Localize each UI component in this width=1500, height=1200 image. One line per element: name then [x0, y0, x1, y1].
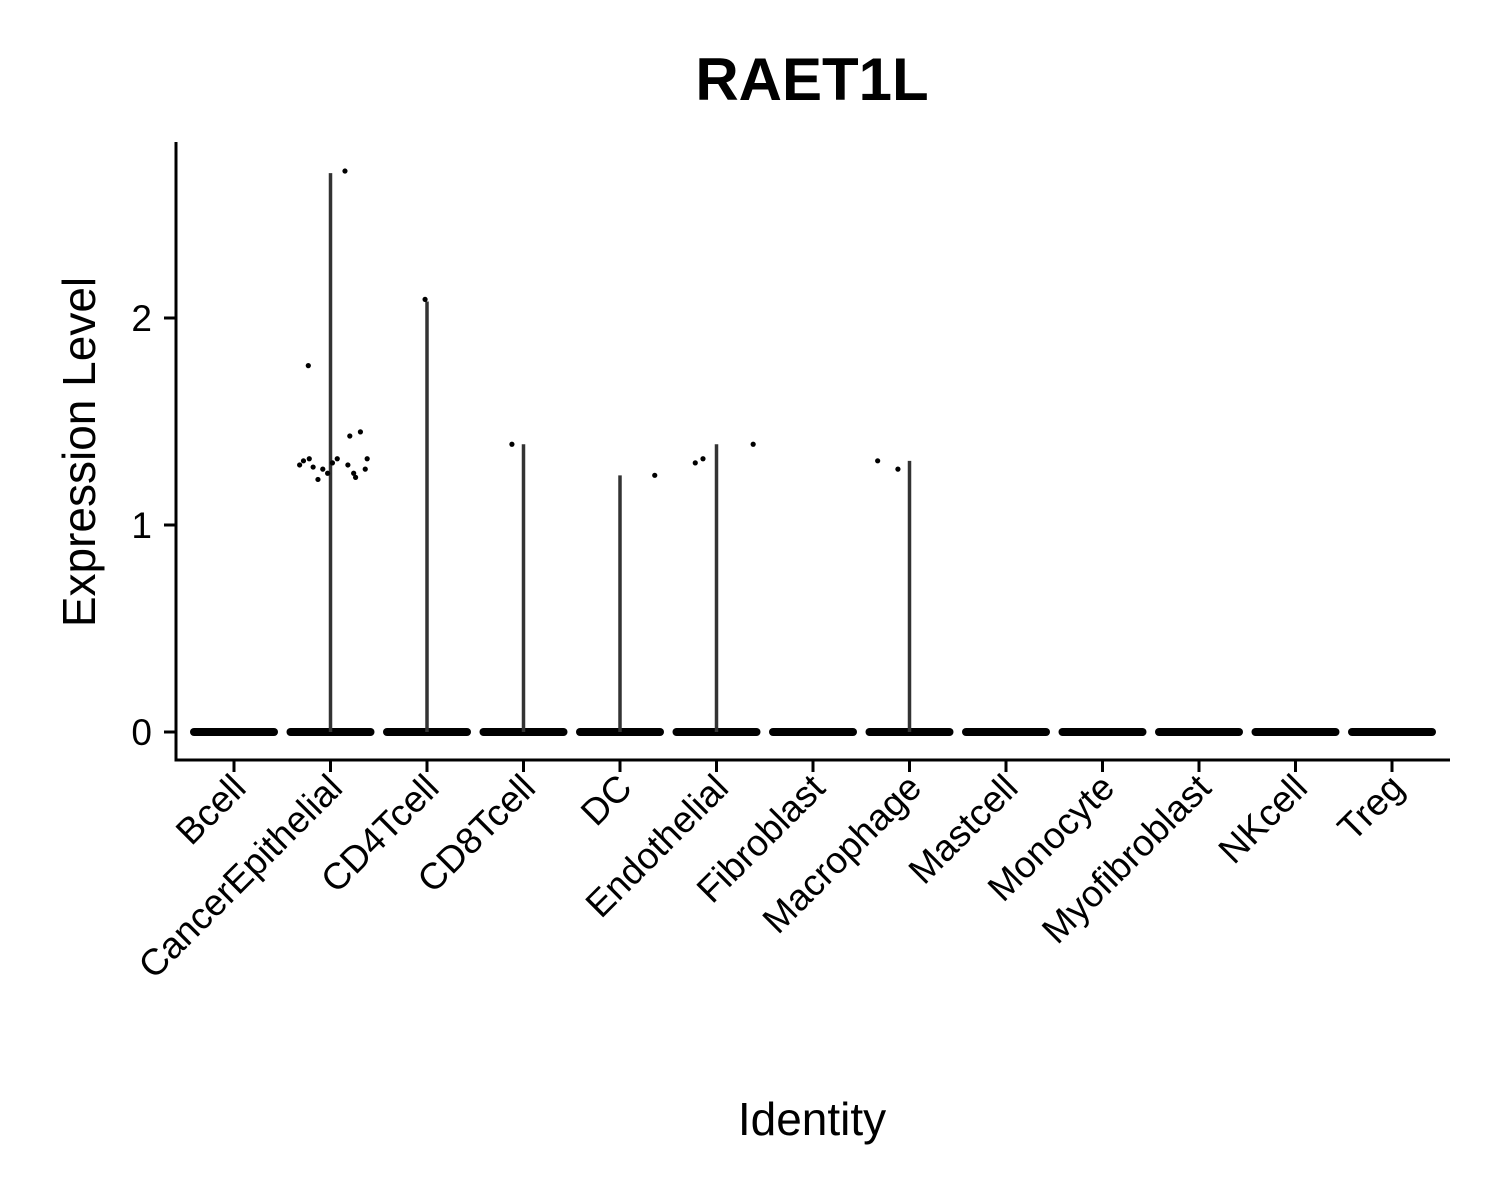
data-point: [320, 466, 326, 472]
data-point: [509, 441, 515, 447]
data-point: [345, 462, 351, 468]
data-point: [306, 456, 312, 462]
data-point: [351, 470, 357, 476]
x-tick-label: Myofibroblast: [1034, 766, 1219, 951]
data-point: [700, 456, 706, 462]
x-axis-title: Identity: [738, 1093, 886, 1145]
data-point: [352, 474, 359, 480]
data-point: [692, 460, 698, 466]
x-tick-label: Bcell: [168, 767, 254, 853]
data-point: [310, 464, 316, 470]
data-point: [342, 168, 348, 174]
y-tick-label: 1: [131, 505, 152, 546]
data-point: [895, 466, 901, 472]
data-point: [422, 296, 428, 302]
data-point: [364, 456, 370, 462]
violin-base-treg: [1348, 728, 1436, 736]
data-point: [300, 458, 307, 464]
data-point: [334, 456, 340, 462]
chart-title: RAET1L: [695, 46, 928, 113]
violin-base-fibroblast: [769, 728, 857, 736]
data-point: [347, 433, 353, 439]
violin-base-bcell: [190, 728, 278, 736]
violin-base-mastcell: [962, 728, 1050, 736]
data-point: [357, 429, 364, 435]
x-tick-label: NKcell: [1211, 767, 1316, 872]
y-tick-label: 0: [131, 712, 152, 753]
data-point: [652, 472, 658, 478]
data-point: [750, 441, 756, 447]
violin-base-myofibroblast: [1155, 728, 1243, 736]
x-tick-label: DC: [573, 767, 640, 834]
data-point: [362, 466, 368, 472]
y-tick-label: 2: [131, 298, 152, 339]
plot-area: [190, 168, 1436, 736]
data-point: [315, 476, 321, 483]
violin-base-monocyte: [1058, 728, 1147, 736]
data-point: [329, 460, 336, 466]
violin-base-nkcell: [1251, 728, 1340, 736]
y-axis: 0 1 2: [131, 142, 178, 760]
data-point: [875, 458, 881, 464]
data-point: [325, 470, 331, 476]
y-axis-title: Expression Level: [53, 277, 105, 627]
data-point: [305, 363, 311, 369]
data-point: [297, 462, 303, 468]
x-tick-label: Treg: [1330, 767, 1412, 849]
